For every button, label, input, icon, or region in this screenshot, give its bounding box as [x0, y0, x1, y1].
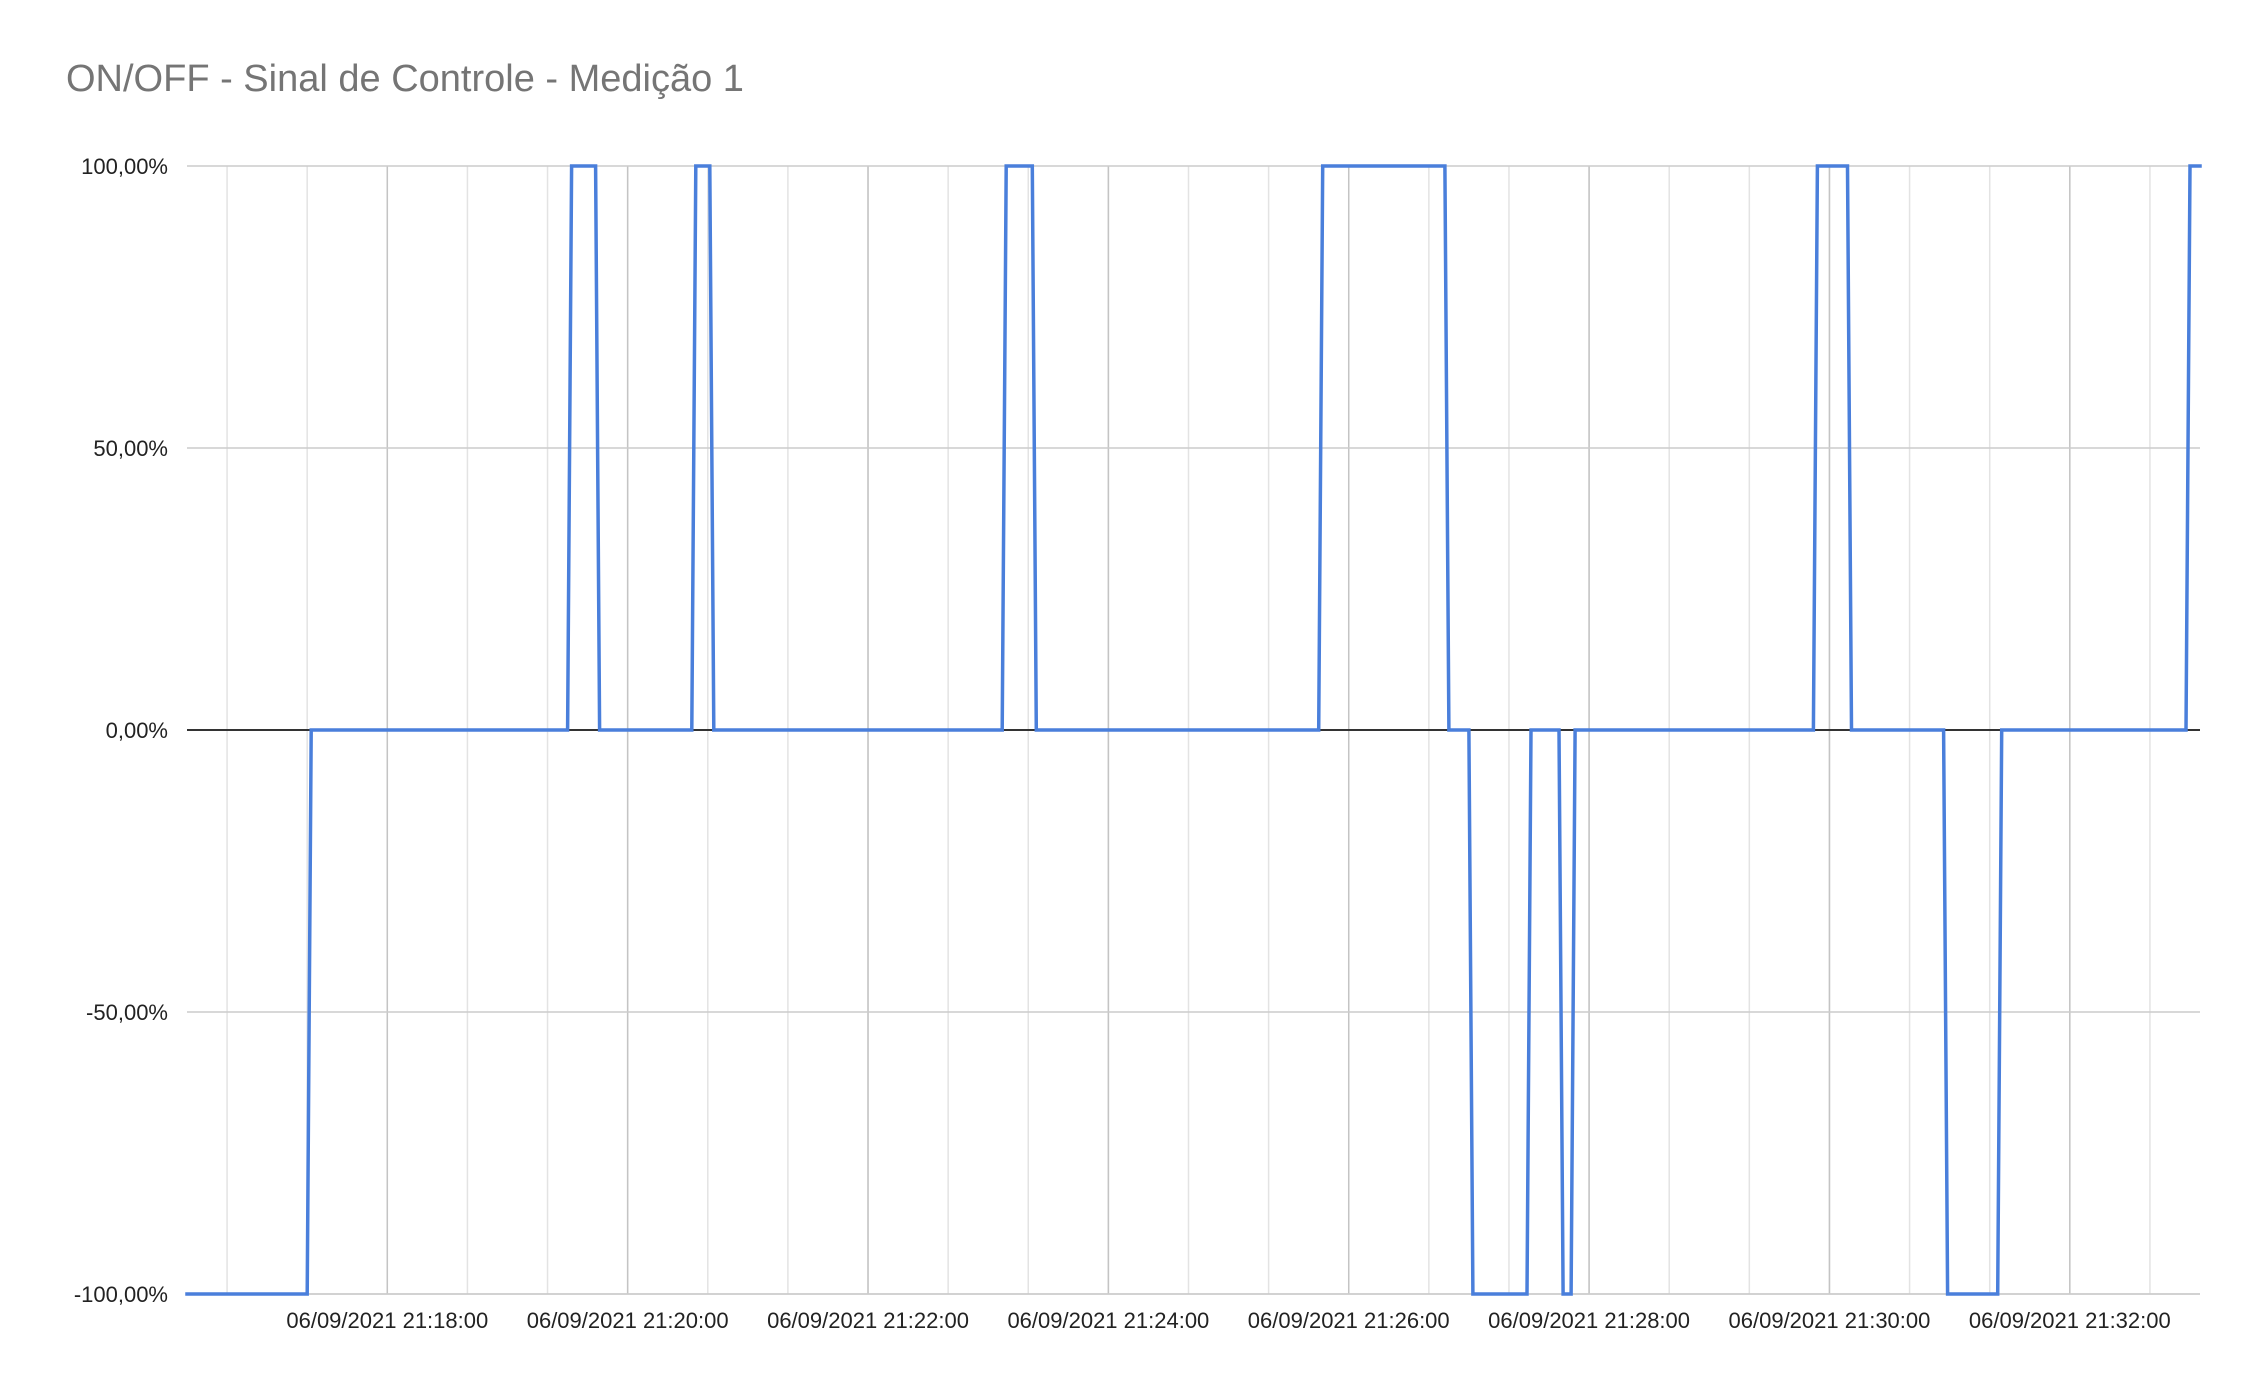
y-tick-label: -100,00% — [74, 1282, 168, 1307]
x-tick-label: 06/09/2021 21:22:00 — [767, 1308, 969, 1333]
x-tick-label: 06/09/2021 21:20:00 — [527, 1308, 729, 1333]
y-tick-label: 50,00% — [93, 436, 168, 461]
series-line — [185, 164, 2202, 1296]
series-layer — [185, 164, 2202, 1296]
x-tick-label: 06/09/2021 21:32:00 — [1969, 1308, 2171, 1333]
x-tick-label: 06/09/2021 21:30:00 — [1729, 1308, 1931, 1333]
x-tick-label: 06/09/2021 21:24:00 — [1007, 1308, 1209, 1333]
x-axis-ticks: 06/09/2021 21:18:00 06/09/2021 21:20:00 06… — [286, 1308, 2170, 1333]
x-tick-label: 06/09/2021 21:28:00 — [1488, 1308, 1690, 1333]
y-tick-label: 100,00% — [81, 154, 168, 179]
y-tick-label: 0,00% — [106, 718, 168, 743]
y-axis-ticks: 100,00% 50,00% 0,00% -50,00% -100,00% — [74, 154, 168, 1307]
x-tick-label: 06/09/2021 21:18:00 — [286, 1308, 488, 1333]
chart-title: ON/OFF - Sinal de Controle - Medição 1 — [66, 58, 744, 100]
y-tick-label: -50,00% — [86, 1000, 168, 1025]
x-tick-label: 06/09/2021 21:26:00 — [1248, 1308, 1450, 1333]
